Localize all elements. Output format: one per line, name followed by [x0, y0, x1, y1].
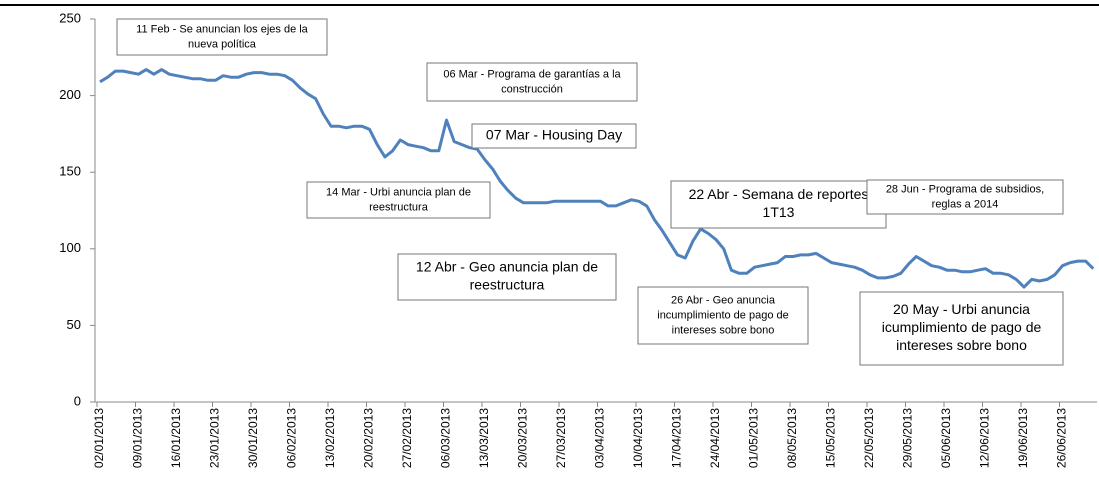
x-tick-label: 08/05/2013 [785, 408, 799, 468]
y-tick-label: 250 [59, 10, 81, 25]
annotation-text: incumplimiento de pago de [657, 309, 788, 321]
annotation-text: 06 Mar - Programa de garantías a la [443, 68, 621, 80]
x-tick-label: 26/06/2013 [1055, 408, 1069, 468]
annotation-text: intereses sobre bono [896, 337, 1027, 353]
x-tick-label: 16/01/2013 [169, 408, 183, 468]
y-tick-label: 150 [59, 164, 81, 179]
x-tick-label: 23/01/2013 [208, 408, 222, 468]
annotation-text: 07 Mar - Housing Day [486, 127, 622, 143]
x-tick-label: 05/06/2013 [939, 408, 953, 468]
y-tick-label: 100 [59, 240, 81, 255]
x-tick-label: 20/03/2013 [516, 408, 530, 468]
annotation-text: intereses sobre bono [672, 324, 775, 336]
annotation-text: 26 Abr - Geo anuncia [671, 294, 776, 306]
annotation-text: nueva política [188, 38, 257, 50]
x-tick-label: 02/01/2013 [92, 408, 106, 468]
annotation-text: 20 May - Urbi anuncia [893, 301, 1030, 317]
annotation-box [397, 253, 617, 301]
x-tick-label: 27/03/2013 [554, 408, 568, 468]
annotation-text: reestructura [470, 277, 545, 293]
x-tick-label: 03/04/2013 [593, 408, 607, 468]
annotation-box [859, 291, 1064, 366]
x-tick-label: 20/02/2013 [362, 408, 376, 468]
annotation-box [866, 179, 1064, 215]
x-tick-label: 12/06/2013 [978, 408, 992, 468]
annotation-text: 22 Abr - Semana de reportes [689, 186, 869, 202]
annotation-box [637, 286, 809, 345]
x-tick-label: 13/02/2013 [323, 408, 337, 468]
annotation-text: 14 Mar - Urbi anuncia plan de [326, 186, 471, 198]
x-tick-label: 30/01/2013 [246, 408, 260, 468]
x-tick-label: 27/02/2013 [400, 408, 414, 468]
x-tick-label: 01/05/2013 [747, 408, 761, 468]
annotation-box [116, 18, 328, 56]
annotation-text: 11 Feb - Se anuncian los ejes de la [136, 23, 309, 35]
annotation-box [670, 180, 887, 229]
x-tick-label: 19/06/2013 [1016, 408, 1030, 468]
line [99, 68, 1095, 289]
x-tick-label: 17/04/2013 [670, 408, 684, 468]
x-tick-label: 06/02/2013 [285, 408, 299, 468]
annotation-text: reestructura [369, 201, 429, 213]
x-tick-label: 15/05/2013 [824, 408, 838, 468]
x-tick-label: 10/04/2013 [631, 408, 645, 468]
x-tick-label: 22/05/2013 [862, 408, 876, 468]
y-tick-label: 200 [59, 87, 81, 102]
annotation-box [426, 62, 638, 102]
x-tick-label: 09/01/2013 [131, 408, 145, 468]
annotation-box [306, 181, 491, 219]
x-tick-label: 24/04/2013 [708, 408, 722, 468]
y-tick-label: 0 [74, 393, 81, 408]
annotation-text: 12 Abr - Geo anuncia plan de [416, 259, 598, 275]
x-tick-label: 13/03/2013 [477, 408, 491, 468]
x-tick-label: 06/03/2013 [439, 408, 453, 468]
annotation-text: reglas a 2014 [932, 198, 999, 210]
annotation-text: 1T13 [763, 204, 795, 220]
annotation-text: construcción [501, 83, 563, 95]
y-tick-label: 50 [67, 317, 81, 332]
annotation-box [471, 123, 637, 149]
annotation-text: icumplimiento de pago de [882, 319, 1042, 335]
annotation-text: 28 Jun - Programa de subsidios, [886, 183, 1044, 195]
x-tick-label: 29/05/2013 [901, 408, 915, 468]
